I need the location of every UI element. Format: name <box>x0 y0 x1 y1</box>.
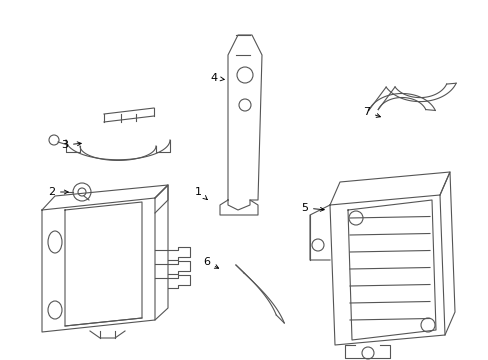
Text: 3: 3 <box>61 140 81 150</box>
Text: 1: 1 <box>195 187 207 199</box>
Text: 2: 2 <box>48 187 68 197</box>
Text: 7: 7 <box>362 107 380 117</box>
Text: 6: 6 <box>203 257 218 268</box>
Text: 4: 4 <box>210 73 224 83</box>
Text: 5: 5 <box>301 203 324 213</box>
